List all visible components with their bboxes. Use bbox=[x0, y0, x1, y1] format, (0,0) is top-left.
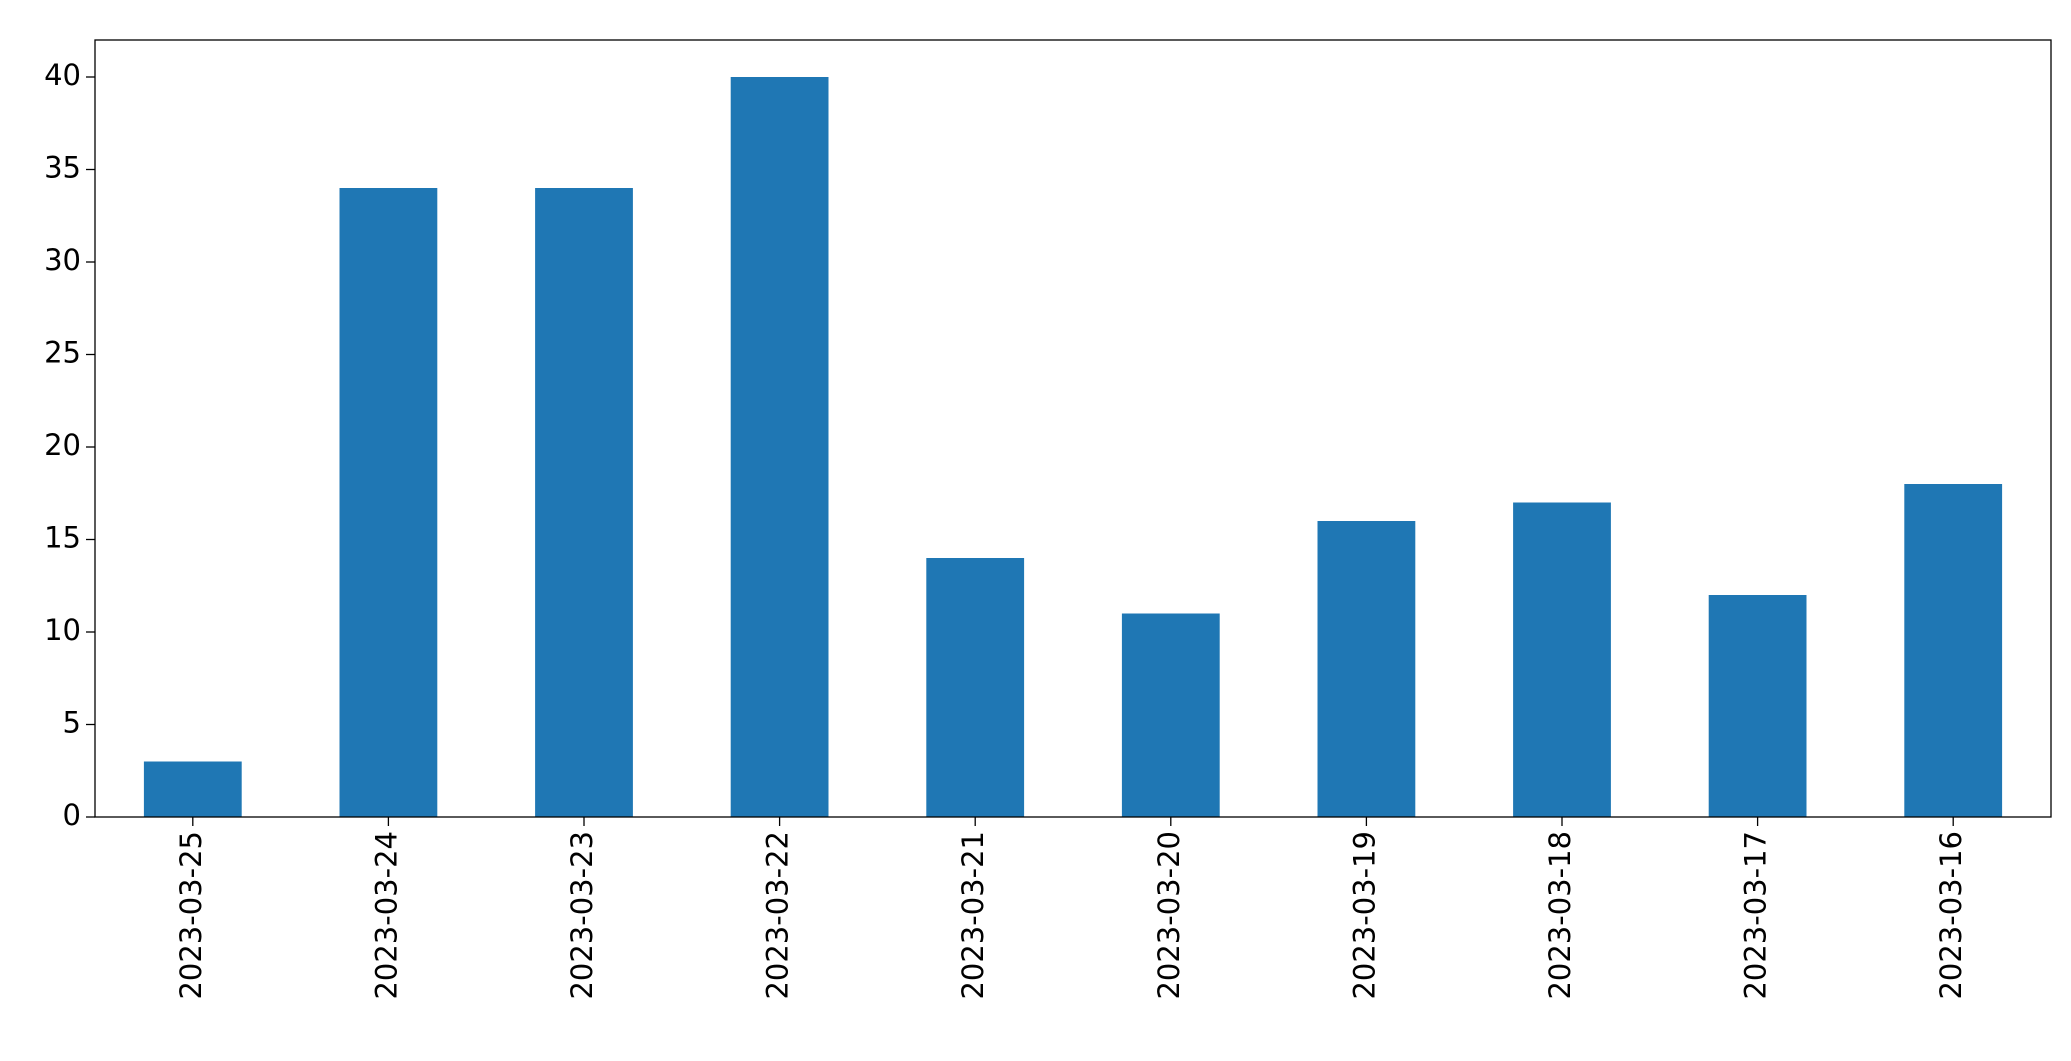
bar bbox=[1513, 502, 1611, 817]
y-tick-label: 0 bbox=[63, 798, 81, 832]
bar bbox=[1904, 484, 2003, 817]
bar bbox=[1708, 595, 1807, 817]
y-tick-label: 15 bbox=[44, 521, 81, 555]
y-tick-label: 35 bbox=[44, 151, 81, 185]
x-tick-label: 2023-03-25 bbox=[174, 831, 208, 1000]
bar bbox=[730, 77, 829, 817]
x-tick-label: 2023-03-23 bbox=[565, 831, 599, 1000]
bar bbox=[535, 188, 633, 817]
x-tick-label: 2023-03-22 bbox=[761, 831, 795, 1000]
y-tick-label: 20 bbox=[44, 428, 81, 462]
x-tick-label: 2023-03-19 bbox=[1347, 831, 1381, 1000]
y-tick-label: 5 bbox=[63, 706, 81, 740]
axes-frame bbox=[94, 39, 2052, 818]
y-tick-label: 10 bbox=[44, 613, 81, 647]
bar bbox=[926, 558, 1025, 817]
y-tick-label: 40 bbox=[44, 58, 81, 92]
x-tick-label: 2023-03-20 bbox=[1152, 831, 1186, 1000]
y-tick-label: 30 bbox=[44, 243, 81, 277]
x-tick-label: 2023-03-21 bbox=[956, 831, 990, 1000]
y-tick-label: 25 bbox=[44, 336, 81, 370]
bar bbox=[143, 761, 242, 817]
bar bbox=[339, 188, 438, 817]
x-tick-label: 2023-03-17 bbox=[1739, 831, 1773, 1000]
x-tick-label: 2023-03-16 bbox=[1934, 831, 1968, 1000]
x-tick-label: 2023-03-18 bbox=[1543, 831, 1577, 1000]
x-tick-label: 2023-03-24 bbox=[369, 831, 403, 1000]
bar bbox=[1317, 521, 1416, 817]
bar bbox=[1121, 613, 1220, 817]
